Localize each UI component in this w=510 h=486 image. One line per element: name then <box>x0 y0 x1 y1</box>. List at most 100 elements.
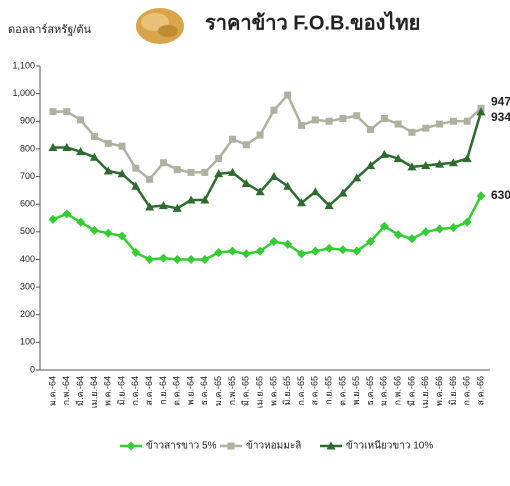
y-tick-label: 800 <box>20 143 35 153</box>
x-tick-label: พ.ค.-65 <box>268 376 278 406</box>
point <box>132 165 139 172</box>
y-tick-label: 300 <box>20 281 35 291</box>
point <box>312 116 319 123</box>
x-tick-label: ก.ย.-64 <box>158 376 168 405</box>
y-tick-label: 0 <box>30 364 35 374</box>
point <box>145 255 154 264</box>
x-tick-label: ก.พ.-64 <box>61 376 71 405</box>
legend-marker <box>127 442 136 451</box>
point <box>311 247 320 256</box>
point <box>284 92 291 99</box>
point <box>407 234 416 243</box>
x-tick-label: ส.ค.-64 <box>144 376 154 406</box>
point <box>214 248 223 257</box>
end-label: 934 <box>491 110 510 124</box>
point <box>435 225 444 234</box>
legend-label: ข้าวเหนียวขาว 10% <box>346 440 433 452</box>
x-tick-label: พ.ค.-64 <box>103 376 113 406</box>
point <box>242 249 251 258</box>
x-tick-label: มี.ค.-65 <box>241 376 251 406</box>
point <box>91 133 98 140</box>
y-axis-label: ดอลลาร์สหรัฐ/ตัน <box>8 23 91 36</box>
point <box>421 227 430 236</box>
y-tick-label: 500 <box>20 226 35 236</box>
point <box>436 121 443 128</box>
x-tick-label: มิ.ย.-65 <box>282 376 292 405</box>
point <box>215 155 222 162</box>
point <box>229 136 236 143</box>
point <box>422 125 429 132</box>
line <box>53 112 481 208</box>
x-tick-label: เม.ย.-66 <box>420 376 430 408</box>
x-tick-label: พ.ย.-64 <box>185 376 195 405</box>
point <box>159 254 168 263</box>
x-tick-label: ก.ค.-65 <box>296 376 306 405</box>
point <box>463 218 472 227</box>
point <box>449 223 458 232</box>
point <box>325 244 334 253</box>
x-tick-label: เม.ย.-64 <box>89 376 99 408</box>
point <box>201 169 208 176</box>
point <box>367 126 374 133</box>
x-tick-label: ก.พ.-66 <box>393 376 403 405</box>
point <box>49 215 58 224</box>
x-tick-label: ธ.ค.-64 <box>199 376 209 406</box>
point <box>270 107 277 114</box>
point <box>200 255 209 264</box>
point <box>298 122 305 129</box>
point <box>311 187 320 195</box>
point <box>174 166 181 173</box>
point <box>228 247 237 256</box>
x-tick-label: ม.ค.-65 <box>213 376 223 406</box>
x-tick-label: มิ.ย.-66 <box>448 376 458 405</box>
x-tick-label: มี.ค.-64 <box>75 376 85 406</box>
point <box>104 229 113 238</box>
y-tick-label: 200 <box>20 309 35 319</box>
point <box>353 112 360 119</box>
point <box>395 121 402 128</box>
x-tick-label: ก.ย.-65 <box>324 376 334 405</box>
point <box>326 118 333 125</box>
x-tick-label: มิ.ย.-64 <box>116 376 126 405</box>
point <box>464 118 471 125</box>
x-tick-label: พ.ย.-65 <box>351 376 361 405</box>
rice-logo <box>136 8 184 44</box>
x-tick-label: ธ.ค.-65 <box>365 376 375 406</box>
x-tick-label: ก.พ.-65 <box>227 376 237 405</box>
y-tick-label: 1,100 <box>12 60 35 70</box>
point <box>146 176 153 183</box>
legend-marker <box>228 443 235 450</box>
y-tick-label: 600 <box>20 199 35 209</box>
point <box>381 115 388 122</box>
point <box>477 191 486 200</box>
line <box>53 196 481 260</box>
point <box>187 255 196 264</box>
point <box>380 150 389 158</box>
point <box>243 141 250 148</box>
y-tick-label: 100 <box>20 337 35 347</box>
point <box>408 129 415 136</box>
y-tick-label: 400 <box>20 254 35 264</box>
x-tick-label: มี.ค.-66 <box>406 376 416 406</box>
y-tick-label: 900 <box>20 116 35 126</box>
point <box>63 108 70 115</box>
point <box>338 245 347 254</box>
x-tick-label: ส.ค.-66 <box>475 376 485 406</box>
point <box>463 154 472 162</box>
y-tick-label: 700 <box>20 171 35 181</box>
point <box>77 116 84 123</box>
x-tick-label: ก.ค.-66 <box>462 376 472 405</box>
point <box>450 118 457 125</box>
point <box>119 143 126 150</box>
x-tick-label: ต.ค.-65 <box>337 376 347 406</box>
x-tick-label: พ.ค.-66 <box>434 376 444 406</box>
x-tick-label: ต.ค.-64 <box>172 376 182 406</box>
x-tick-label: ม.ค.-64 <box>47 376 57 406</box>
y-tick-label: 1,000 <box>12 88 35 98</box>
end-label: 630 <box>491 188 510 202</box>
point <box>269 172 278 180</box>
chart-title: ราคาข้าว F.O.B.ของไทย <box>205 10 420 34</box>
point <box>105 140 112 147</box>
point <box>257 132 264 139</box>
point <box>188 169 195 176</box>
